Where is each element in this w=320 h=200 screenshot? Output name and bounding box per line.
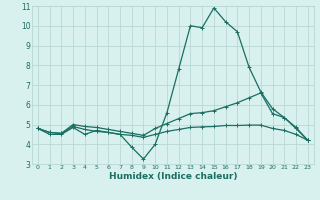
- X-axis label: Humidex (Indice chaleur): Humidex (Indice chaleur): [108, 172, 237, 181]
